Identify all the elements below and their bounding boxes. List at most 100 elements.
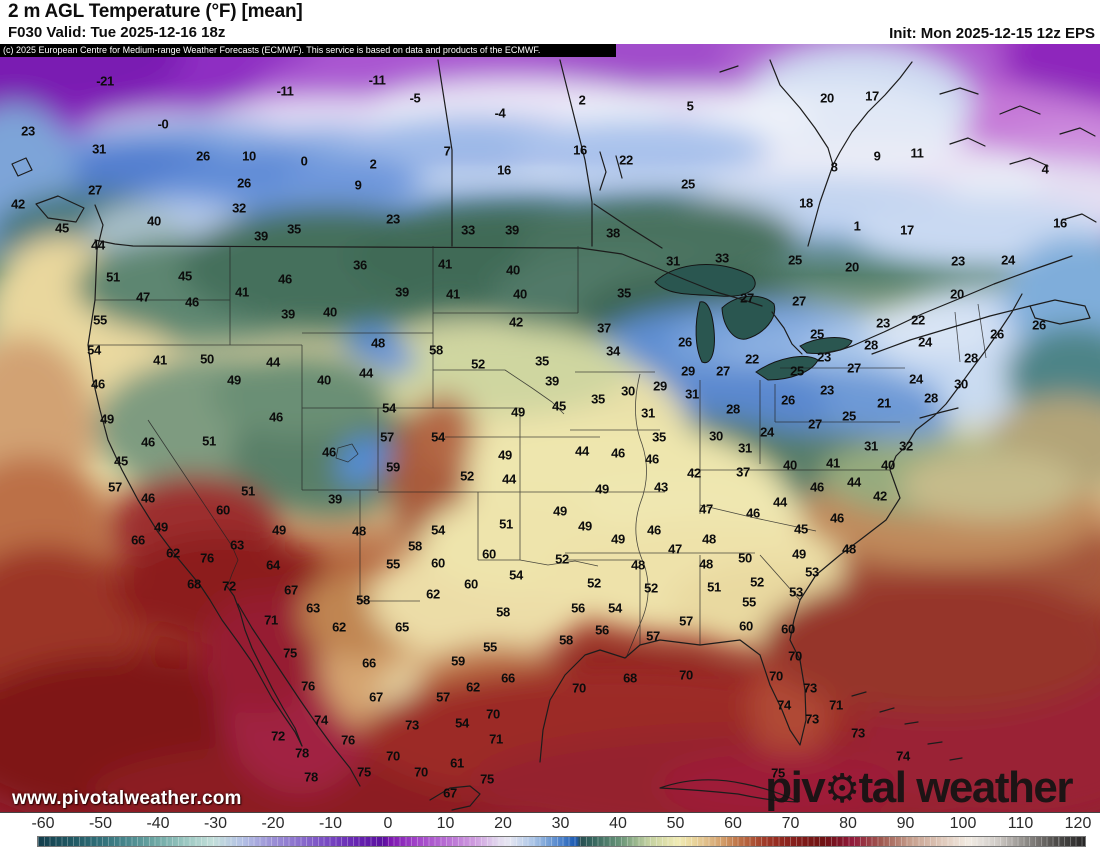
- temp-label: 60: [464, 576, 478, 592]
- temp-label: 46: [830, 510, 844, 526]
- temp-label: 72: [271, 728, 285, 744]
- temp-label: 50: [738, 550, 752, 566]
- temp-label: 65: [395, 619, 409, 635]
- temp-label: 17: [865, 88, 879, 104]
- temp-label: 52: [555, 551, 569, 567]
- temp-label: 42: [687, 465, 701, 481]
- temp-label: 46: [91, 376, 105, 392]
- temp-label: 40: [783, 457, 797, 473]
- temp-label: 9: [873, 148, 881, 164]
- temp-label: 76: [301, 678, 315, 694]
- temp-label: 55: [742, 594, 756, 610]
- temp-label: 71: [264, 612, 278, 628]
- lakes-layer: [654, 264, 853, 381]
- temp-label: 44: [575, 443, 589, 459]
- temp-label: 41: [446, 286, 460, 302]
- temp-label: 33: [461, 222, 475, 238]
- temp-label: 39: [254, 228, 268, 244]
- temp-label: 49: [272, 522, 286, 538]
- temp-label: 35: [535, 353, 549, 369]
- temp-label: 46: [141, 490, 155, 506]
- temp-label: 17: [900, 222, 914, 238]
- temp-label: 26: [990, 326, 1004, 342]
- temp-label: 51: [106, 269, 120, 285]
- temp-label: -21: [96, 73, 114, 89]
- temp-label: 49: [611, 531, 625, 547]
- temp-label: 27: [88, 182, 102, 198]
- temp-label: -11: [368, 72, 386, 88]
- temp-label: 48: [699, 556, 713, 572]
- temp-label: 70: [486, 706, 500, 722]
- colorbar-tick: 60: [724, 815, 742, 832]
- temp-label: 49: [511, 404, 525, 420]
- temp-label: 23: [876, 315, 890, 331]
- temp-label: -11: [276, 83, 294, 99]
- temp-label: 24: [760, 424, 774, 440]
- temp-label: 44: [847, 474, 861, 490]
- temp-label: 37: [597, 320, 611, 336]
- temp-label: 25: [810, 326, 824, 342]
- temp-label: 52: [460, 468, 474, 484]
- temp-label: 33: [715, 250, 729, 266]
- temp-label: 45: [114, 453, 128, 469]
- temp-label: 27: [740, 290, 754, 306]
- temp-label: 40: [147, 213, 161, 229]
- temp-label: 44: [359, 365, 373, 381]
- temp-label: 23: [386, 211, 400, 227]
- temp-label: 11: [910, 145, 924, 161]
- temp-label: 66: [501, 670, 515, 686]
- temp-label: 60: [482, 546, 496, 562]
- temp-label: 31: [685, 386, 699, 402]
- temp-label: 39: [281, 306, 295, 322]
- temp-label: 27: [808, 416, 822, 432]
- colorbar-tick: -50: [88, 815, 113, 832]
- temp-label: 45: [552, 398, 566, 414]
- temp-label: 49: [553, 503, 567, 519]
- temp-label: 63: [306, 600, 320, 616]
- temp-label: 8: [830, 159, 838, 175]
- colorbar-tick: 30: [551, 815, 570, 832]
- temp-label: 31: [92, 141, 106, 157]
- temp-label: 34: [606, 343, 620, 359]
- temp-label: 53: [789, 584, 803, 600]
- temp-label: 32: [232, 200, 246, 216]
- temp-label: 26: [237, 175, 251, 191]
- colorbar-tick: 70: [781, 815, 800, 832]
- temp-label: 28: [864, 337, 878, 353]
- temp-label: 50: [200, 351, 214, 367]
- temp-label: 47: [136, 289, 150, 305]
- temp-label: 46: [278, 271, 292, 287]
- temp-label: 66: [362, 655, 376, 671]
- temp-label: 18: [799, 195, 813, 211]
- temp-label: 42: [11, 196, 25, 212]
- temp-label: 27: [792, 293, 806, 309]
- page-title: 2 m AGL Temperature (°F) [mean]: [8, 1, 303, 22]
- temp-label: 30: [709, 428, 723, 444]
- temp-label: 75: [283, 645, 297, 661]
- temp-label: 35: [617, 285, 631, 301]
- temp-label: 40: [317, 372, 331, 388]
- temp-label: 57: [380, 429, 394, 445]
- temp-label: 1: [853, 218, 861, 234]
- temp-label: 78: [304, 769, 318, 785]
- temp-label: 24: [1001, 252, 1015, 268]
- temp-label: 31: [864, 438, 878, 454]
- temp-label: 37: [736, 464, 750, 480]
- temp-label: 59: [386, 459, 400, 475]
- temp-label: 75: [771, 765, 785, 781]
- pivotal-weather-logo: piv⚙tal weather: [765, 763, 1074, 812]
- temp-label: 35: [287, 221, 301, 237]
- temp-label: 54: [608, 600, 622, 616]
- temp-label: 22: [911, 312, 925, 328]
- colorbar-footer: -60 -50 -40 -30 -20 -10 0 10 20 30 40 50 60 70 80 90 100…: [0, 813, 1100, 850]
- temp-label: 68: [623, 670, 637, 686]
- temp-label: 25: [788, 252, 802, 268]
- temp-label: 28: [924, 390, 938, 406]
- temp-label: 75: [480, 771, 494, 787]
- logo-text-tal-weather: tal weather: [858, 763, 1074, 812]
- colorbar-tick: 50: [666, 815, 685, 832]
- temp-label: 49: [595, 481, 609, 497]
- temp-label: 55: [93, 312, 107, 328]
- temp-label: 39: [328, 491, 342, 507]
- temp-label: 42: [509, 314, 523, 330]
